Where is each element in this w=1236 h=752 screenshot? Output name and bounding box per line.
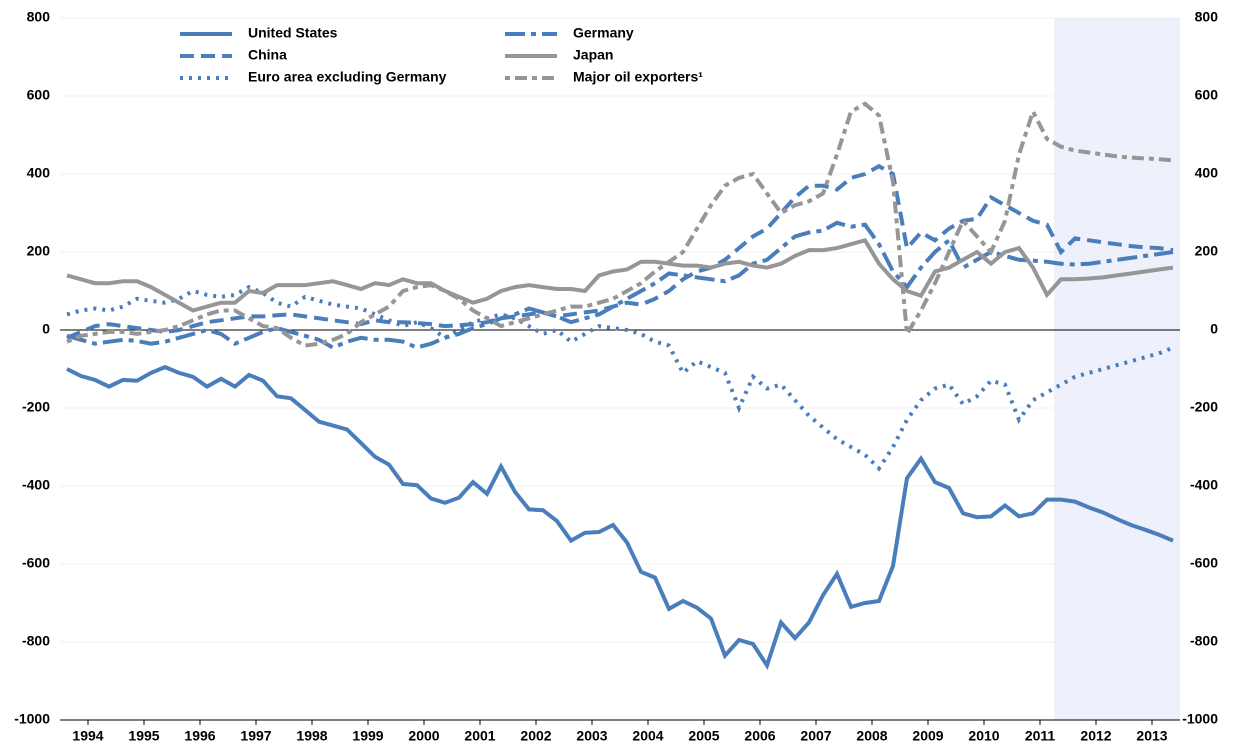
y-tick-label: -1000 [14, 711, 50, 727]
series-line [66, 101, 1174, 348]
x-tick-label: 1997 [240, 728, 271, 744]
y2-tick-label: 800 [1195, 9, 1219, 25]
x-tick-label: 2004 [632, 728, 663, 744]
x-tick-label: 2013 [1136, 728, 1167, 744]
x-tick-label: 2008 [856, 728, 887, 744]
x-tick-label: 2001 [464, 728, 495, 744]
x-tick-label: 2011 [1025, 728, 1056, 744]
y2-tick-label: -600 [1190, 555, 1218, 571]
x-tick-label: 2002 [520, 728, 551, 744]
y2-tick-label: -1000 [1182, 711, 1218, 727]
y-tick-label: 800 [27, 9, 51, 25]
legend-label: China [248, 47, 287, 63]
y2-tick-label: 600 [1195, 87, 1219, 103]
x-tick-label: 2003 [576, 728, 607, 744]
x-tick-label: 2005 [688, 728, 719, 744]
x-tick-label: 2012 [1080, 728, 1111, 744]
y2-tick-label: -800 [1190, 633, 1218, 649]
legend-label: Japan [573, 47, 613, 63]
y2-tick-label: -200 [1190, 399, 1218, 415]
legend-label: Major oil exporters¹ [573, 69, 703, 85]
forecast-shade [1054, 18, 1180, 720]
y-tick-label: 0 [42, 321, 50, 337]
y-tick-label: -600 [22, 555, 50, 571]
y-tick-label: -200 [22, 399, 50, 415]
series-line [66, 220, 1174, 350]
y2-tick-label: 400 [1195, 165, 1219, 181]
x-tick-label: 2000 [408, 728, 439, 744]
x-tick-label: 2006 [744, 728, 775, 744]
y2-tick-label: 0 [1210, 321, 1218, 337]
y-tick-label: 400 [27, 165, 51, 181]
y-tick-label: -400 [22, 477, 50, 493]
x-tick-label: 1995 [128, 728, 159, 744]
x-tick-label: 1996 [184, 728, 215, 744]
y-tick-label: -800 [22, 633, 50, 649]
y-tick-label: 600 [27, 87, 51, 103]
legend-label: Germany [573, 25, 634, 41]
legend-label: United States [248, 25, 338, 41]
x-tick-label: 1999 [352, 728, 383, 744]
y-tick-label: 200 [27, 243, 51, 259]
y2-tick-label: -400 [1190, 477, 1218, 493]
y2-tick-label: 200 [1195, 243, 1219, 259]
series-line [66, 364, 1174, 670]
x-tick-label: 1994 [72, 728, 103, 744]
x-tick-label: 2007 [800, 728, 831, 744]
legend-label: Euro area excluding Germany [248, 69, 447, 85]
x-tick-label: 2009 [912, 728, 943, 744]
series-line [66, 284, 1174, 472]
x-tick-label: 2010 [968, 728, 999, 744]
series-line [66, 237, 1174, 313]
x-tick-label: 1998 [296, 728, 327, 744]
